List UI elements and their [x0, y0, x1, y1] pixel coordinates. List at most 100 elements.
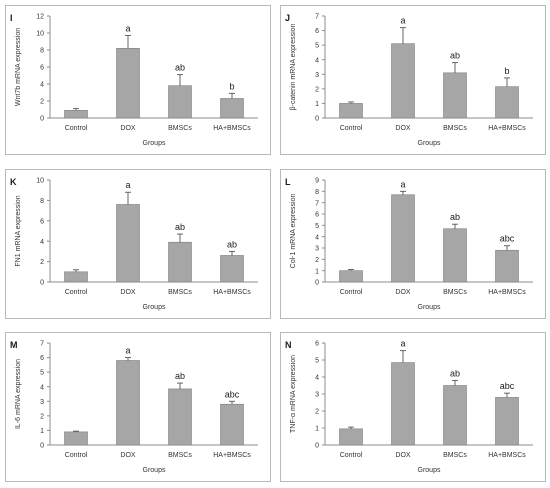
bar [443, 72, 467, 119]
panel-letter: N [285, 340, 292, 350]
y-tick-label: 4 [315, 375, 319, 382]
y-tick-label: 4 [315, 234, 319, 241]
x-tick-label: BMSCs [443, 289, 467, 296]
bar [64, 431, 88, 446]
y-tick-label: 8 [315, 189, 319, 196]
y-axis-title: FN1 mRNA expression [15, 195, 22, 266]
y-tick-label: 4 [315, 57, 319, 64]
y-tick-label: 10 [36, 178, 44, 185]
bar [495, 249, 519, 283]
chart-svg: 0 2 4 6 8 10 12 Control a DOX ab BMSCs b HA+BMSCs Grou… [15, 14, 258, 147]
y-tick-label: 8 [40, 48, 44, 55]
y-tick-label: 3 [315, 246, 319, 253]
y-tick-label: 0 [40, 116, 44, 123]
chart-panel-k: K 0 2 4 6 8 10 Control a DOX ab BMSCs ab HA+BMSCs Gro… [5, 169, 271, 319]
x-tick-label: DOX [395, 125, 411, 132]
significance-label: a [125, 24, 130, 34]
chart-panel-i: I 0 2 4 6 8 10 12 Control a DOX ab BMSCs b HA+BMSCs Gr… [5, 5, 271, 155]
bar [495, 397, 519, 446]
y-tick-label: 2 [40, 413, 44, 420]
chart-panel-n: N 0 1 2 3 4 5 6 Control a DOX ab BMSCs abc HA+BMSCs Gr… [280, 332, 546, 482]
x-tick-label: HA+BMSCs [213, 289, 251, 296]
x-tick-label: BMSCs [443, 125, 467, 132]
x-tick-label: Control [65, 289, 88, 296]
x-tick-label: DOX [395, 452, 411, 459]
y-tick-label: 6 [40, 65, 44, 72]
x-tick-label: HA+BMSCs [213, 452, 251, 459]
x-axis-title: Groups [418, 140, 441, 147]
y-tick-label: 1 [315, 268, 319, 275]
chart-svg: 0 2 4 6 8 10 Control a DOX ab BMSCs ab HA+BMSCs Group… [15, 178, 258, 311]
x-tick-label: HA+BMSCs [488, 125, 526, 132]
x-axis-title: Groups [418, 304, 441, 311]
y-tick-label: 7 [40, 341, 44, 348]
significance-label: b [229, 81, 234, 91]
y-tick-label: 5 [315, 358, 319, 365]
y-tick-label: 1 [40, 428, 44, 435]
x-tick-label: HA+BMSCs [488, 452, 526, 459]
bar [339, 270, 363, 283]
bar [391, 194, 415, 283]
panel-letter: K [10, 177, 17, 187]
x-tick-label: Control [65, 452, 88, 459]
significance-label: ab [450, 212, 460, 222]
y-tick-label: 2 [315, 86, 319, 93]
significance-label: ab [450, 51, 460, 61]
x-tick-label: Control [65, 125, 88, 132]
y-tick-label: 8 [40, 198, 44, 205]
y-axis-title: IL-6 mRNA expression [15, 359, 22, 429]
x-tick-label: DOX [120, 289, 136, 296]
significance-label: abc [500, 381, 515, 391]
x-tick-label: DOX [395, 289, 411, 296]
x-tick-label: HA+BMSCs [213, 125, 251, 132]
chart-panel-j: J 0 1 2 3 4 5 6 7 Control a DOX ab BMSCs b HA+BMSCs Gro… [280, 5, 546, 155]
y-tick-label: 0 [315, 443, 319, 450]
bar [168, 388, 192, 446]
bar [443, 385, 467, 446]
y-tick-label: 0 [315, 280, 319, 287]
chart-svg: 0 1 2 3 4 5 6 7 Control a DOX ab BMSCs b HA+BMSCs Group… [290, 14, 533, 147]
chart-panel-l: L 0 1 2 3 4 5 6 7 8 9 Control a DOX ab BMSCs abc HA+BMSC… [280, 169, 546, 319]
y-axis-title: β-catenin mRNA expression [290, 23, 297, 110]
significance-label: a [400, 179, 405, 189]
y-tick-label: 6 [315, 212, 319, 219]
significance-label: a [125, 346, 130, 356]
bar [495, 86, 519, 119]
bar [168, 85, 192, 119]
y-tick-label: 0 [40, 443, 44, 450]
y-tick-label: 2 [40, 99, 44, 106]
x-tick-label: BMSCs [443, 452, 467, 459]
y-axis-title: Wnt7b mRNA expression [15, 28, 22, 106]
bar [116, 204, 140, 283]
significance-label: ab [175, 371, 185, 381]
panel-letter: J [285, 13, 291, 23]
x-axis-title: Groups [143, 140, 166, 147]
bar [391, 362, 415, 446]
significance-label: abc [500, 234, 515, 244]
y-tick-label: 1 [315, 426, 319, 433]
y-tick-label: 7 [315, 200, 319, 207]
y-tick-label: 3 [315, 392, 319, 399]
significance-label: ab [175, 63, 185, 73]
y-tick-label: 10 [36, 31, 44, 38]
y-tick-label: 6 [40, 218, 44, 225]
bar [339, 103, 363, 119]
bar [391, 43, 415, 119]
y-tick-label: 6 [315, 341, 319, 348]
bar [116, 360, 140, 446]
significance-label: a [400, 339, 405, 349]
y-tick-label: 4 [40, 82, 44, 89]
bar [64, 271, 88, 283]
bar [220, 98, 244, 119]
y-axis-title: TNF-α mRNA expression [290, 355, 297, 433]
significance-label: ab [227, 239, 237, 249]
y-tick-label: 3 [40, 399, 44, 406]
significance-label: ab [450, 368, 460, 378]
panel-letter: I [10, 13, 13, 23]
significance-label: abc [225, 389, 240, 399]
significance-label: ab [175, 222, 185, 232]
x-tick-label: DOX [120, 125, 136, 132]
y-tick-label: 4 [40, 384, 44, 391]
x-axis-title: Groups [143, 304, 166, 311]
y-tick-label: 0 [40, 280, 44, 287]
